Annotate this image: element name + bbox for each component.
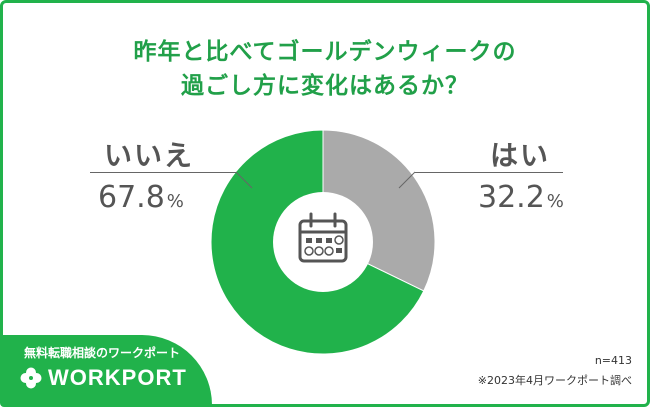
donut-hole: [273, 192, 373, 292]
sample-size: n=413: [594, 354, 632, 367]
chart-title-line2: 過ごし方に変化はあるか？: [181, 73, 469, 99]
clover-icon: [20, 367, 42, 389]
leader-line-yes: [415, 172, 563, 173]
label-yes: はい: [490, 139, 551, 172]
calendar-dates: [304, 235, 344, 256]
brand-logo-text: WORKPORT: [48, 365, 187, 390]
percent-yes: 32.2%: [478, 180, 564, 215]
leader-line-no: [90, 172, 236, 173]
chart-title-line1: 昨年と比べてゴールデンウィークの: [133, 39, 517, 65]
label-no: いいえ: [104, 139, 195, 172]
brand-subtitle: 無料転職相談のワークポート: [24, 346, 181, 360]
calendar-icon: [298, 212, 348, 263]
brand-logo: WORKPORT: [20, 365, 187, 391]
percent-no: 67.8%: [98, 180, 184, 215]
source-note: ※2023年4月ワークポート調べ: [477, 374, 632, 387]
